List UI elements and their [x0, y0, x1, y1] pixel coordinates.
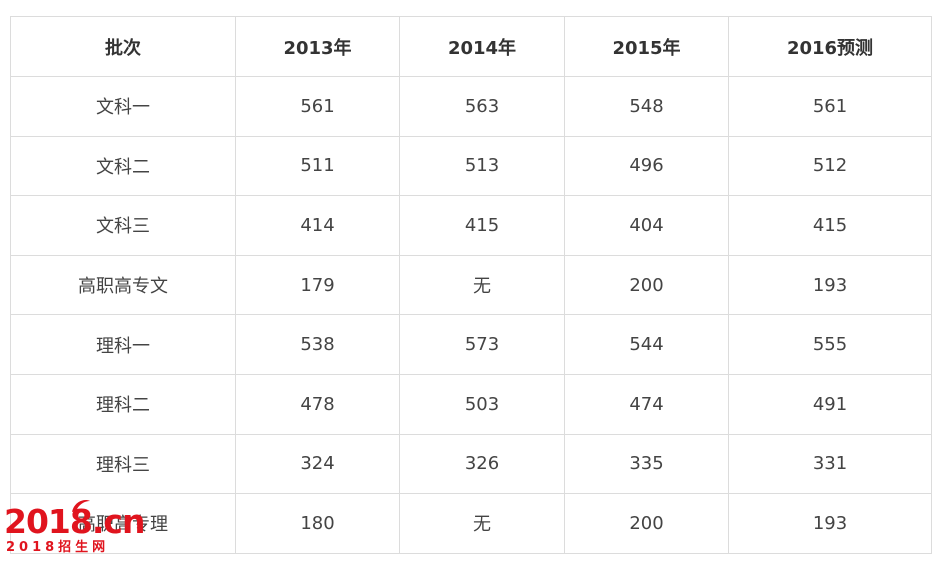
- score-cell: 414: [235, 195, 400, 256]
- row-batch-cell: 文科一: [10, 76, 236, 137]
- score-cell: 548: [564, 76, 729, 137]
- table-row: 理科二 478 503 474 491: [10, 373, 932, 435]
- score-cell: 478: [235, 373, 400, 435]
- score-cell: 179: [235, 254, 400, 316]
- score-cell: 513: [399, 135, 565, 197]
- score-cell: 193: [728, 254, 932, 316]
- score-cell: 561: [235, 76, 400, 137]
- table-row: 高职高专文 179 无 200 193: [10, 254, 932, 316]
- table-row: 理科三 324 326 335 331: [10, 433, 932, 495]
- score-cell: 573: [399, 314, 565, 375]
- table-row: 高职高专理 180 无 200 193: [10, 493, 932, 554]
- score-cell: 474: [564, 373, 729, 435]
- score-cell: 491: [728, 373, 932, 435]
- row-batch-cell: 理科三: [10, 433, 236, 495]
- header-2014: 2014年: [399, 16, 565, 77]
- score-cell: 200: [564, 254, 729, 316]
- admission-score-table: 批次 2013年 2014年 2015年 2016预测 文科一 561 563 …: [10, 16, 932, 554]
- score-cell: 503: [399, 373, 565, 435]
- score-cell: 无: [399, 254, 565, 316]
- score-cell: 331: [728, 433, 932, 495]
- score-cell: 415: [399, 195, 565, 256]
- score-cell: 544: [564, 314, 729, 375]
- score-cell: 326: [399, 433, 565, 495]
- row-batch-cell: 理科二: [10, 373, 236, 435]
- score-cell: 538: [235, 314, 400, 375]
- score-cell: 555: [728, 314, 932, 375]
- row-batch-cell: 高职高专理: [10, 493, 236, 554]
- header-2016-forecast: 2016预测: [728, 16, 932, 77]
- score-cell: 335: [564, 433, 729, 495]
- table-row: 文科二 511 513 496 512: [10, 135, 932, 197]
- row-batch-cell: 高职高专文: [10, 254, 236, 316]
- header-2013: 2013年: [235, 16, 400, 77]
- table-row: 文科一 561 563 548 561: [10, 76, 932, 137]
- score-cell: 496: [564, 135, 729, 197]
- score-cell: 561: [728, 76, 932, 137]
- table-row: 文科三 414 415 404 415: [10, 195, 932, 256]
- header-2015: 2015年: [564, 16, 729, 77]
- score-cell: 193: [728, 493, 932, 554]
- row-batch-cell: 文科二: [10, 135, 236, 197]
- score-cell: 563: [399, 76, 565, 137]
- table-row: 理科一 538 573 544 555: [10, 314, 932, 375]
- row-batch-cell: 理科一: [10, 314, 236, 375]
- score-cell: 200: [564, 493, 729, 554]
- score-cell: 324: [235, 433, 400, 495]
- row-batch-cell: 文科三: [10, 195, 236, 256]
- score-cell: 404: [564, 195, 729, 256]
- score-cell: 180: [235, 493, 400, 554]
- table-header-row: 批次 2013年 2014年 2015年 2016预测: [10, 16, 932, 77]
- score-cell: 511: [235, 135, 400, 197]
- score-table-container: 批次 2013年 2014年 2015年 2016预测 文科一 561 563 …: [10, 16, 932, 554]
- score-cell: 512: [728, 135, 932, 197]
- header-batch: 批次: [10, 16, 236, 77]
- score-cell: 无: [399, 493, 565, 554]
- score-cell: 415: [728, 195, 932, 256]
